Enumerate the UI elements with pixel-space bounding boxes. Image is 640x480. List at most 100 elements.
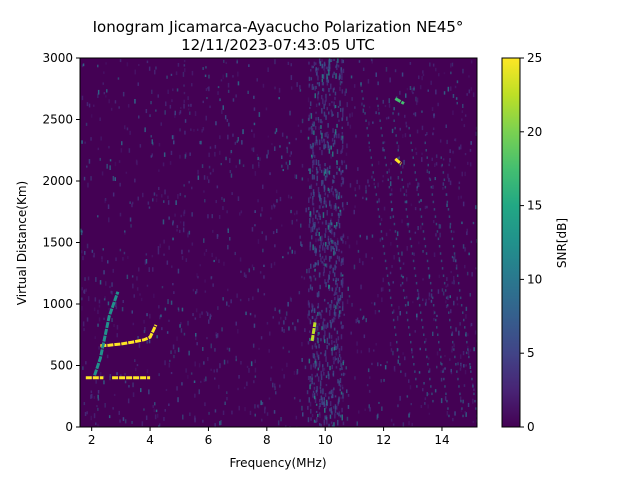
noise-speck	[214, 348, 216, 352]
noise-speck	[388, 98, 390, 104]
noise-speck	[148, 206, 151, 209]
noise-speck	[94, 336, 96, 339]
noise-speck	[320, 169, 323, 173]
noise-speck	[371, 175, 373, 179]
noise-speck	[433, 208, 436, 211]
noise-speck	[148, 66, 151, 71]
noise-speck	[152, 404, 154, 408]
noise-speck	[340, 326, 343, 329]
noise-speck	[408, 412, 411, 415]
noise-speck	[377, 294, 379, 298]
noise-speck	[223, 359, 226, 365]
noise-speck	[322, 242, 325, 246]
noise-speck	[342, 240, 344, 244]
noise-speck	[266, 321, 269, 325]
noise-speck	[209, 146, 212, 149]
noise-speck	[328, 241, 331, 246]
y-tick-label: 500	[50, 359, 73, 373]
noise-speck	[380, 230, 383, 233]
noise-speck	[357, 167, 359, 171]
noise-speck	[363, 334, 366, 339]
noise-speck	[427, 404, 429, 409]
noise-speck	[411, 252, 414, 255]
noise-speck	[323, 186, 326, 192]
noise-speck	[378, 401, 380, 404]
noise-speck	[327, 123, 329, 128]
noise-speck	[327, 245, 329, 250]
noise-speck	[406, 318, 409, 322]
noise-speck	[99, 117, 101, 121]
noise-speck	[218, 384, 220, 389]
noise-speck	[330, 83, 332, 90]
noise-speck	[394, 369, 396, 372]
noise-speck	[311, 155, 313, 159]
noise-speck	[318, 126, 320, 130]
noise-speck	[282, 256, 284, 259]
noise-speck	[297, 319, 299, 323]
noise-speck	[308, 318, 310, 321]
noise-speck	[248, 368, 250, 373]
noise-speck	[318, 82, 320, 87]
noise-speck	[464, 370, 467, 375]
noise-speck	[295, 137, 297, 141]
noise-speck	[326, 247, 328, 250]
noise-speck	[167, 299, 169, 305]
noise-speck	[426, 132, 428, 135]
noise-speck	[412, 301, 414, 304]
noise-speck	[410, 203, 413, 207]
noise-speck	[308, 84, 310, 88]
y-tick-label: 2000	[42, 174, 73, 188]
noise-speck	[265, 107, 268, 111]
x-axis-ticks: 2 4 6 8 10 12 14	[88, 427, 450, 447]
noise-speck	[411, 422, 413, 426]
noise-speck	[293, 396, 296, 400]
noise-speck	[330, 407, 332, 414]
noise-speck	[442, 182, 445, 186]
noise-speck	[330, 304, 332, 308]
noise-speck	[324, 233, 326, 238]
noise-speck	[295, 415, 298, 420]
noise-speck	[280, 417, 282, 422]
noise-speck	[376, 97, 378, 100]
noise-speck	[206, 176, 209, 180]
noise-speck	[342, 421, 345, 426]
noise-speck	[257, 156, 259, 161]
noise-speck	[168, 319, 170, 322]
noise-speck	[310, 226, 312, 233]
noise-speck	[324, 176, 327, 181]
noise-speck	[266, 154, 268, 159]
noise-speck	[182, 414, 184, 420]
noise-speck	[167, 195, 169, 199]
noise-speck	[266, 412, 269, 416]
noise-speck	[159, 243, 161, 248]
noise-speck	[328, 69, 330, 76]
noise-speck	[109, 285, 111, 289]
noise-speck	[438, 73, 440, 77]
noise-speck	[313, 392, 316, 399]
noise-speck	[445, 285, 447, 288]
noise-speck	[337, 298, 339, 303]
noise-speck	[162, 219, 165, 225]
noise-speck	[341, 384, 344, 388]
noise-speck	[144, 127, 146, 133]
noise-speck	[447, 208, 450, 211]
noise-speck	[465, 314, 467, 319]
noise-speck	[172, 237, 174, 241]
noise-speck	[335, 351, 337, 356]
noise-speck	[321, 95, 323, 100]
noise-speck	[330, 306, 332, 310]
noise-speck	[263, 293, 266, 296]
noise-speck	[447, 173, 449, 179]
noise-speck	[435, 154, 438, 158]
noise-speck	[398, 305, 400, 310]
noise-speck	[323, 138, 326, 144]
noise-speck	[207, 357, 209, 361]
noise-speck	[442, 171, 445, 174]
noise-speck	[435, 222, 438, 226]
noise-speck	[201, 129, 203, 133]
noise-speck	[140, 297, 143, 302]
noise-speck	[329, 220, 332, 225]
noise-speck	[333, 360, 335, 365]
noise-speck	[226, 210, 228, 214]
noise-speck	[196, 342, 198, 346]
